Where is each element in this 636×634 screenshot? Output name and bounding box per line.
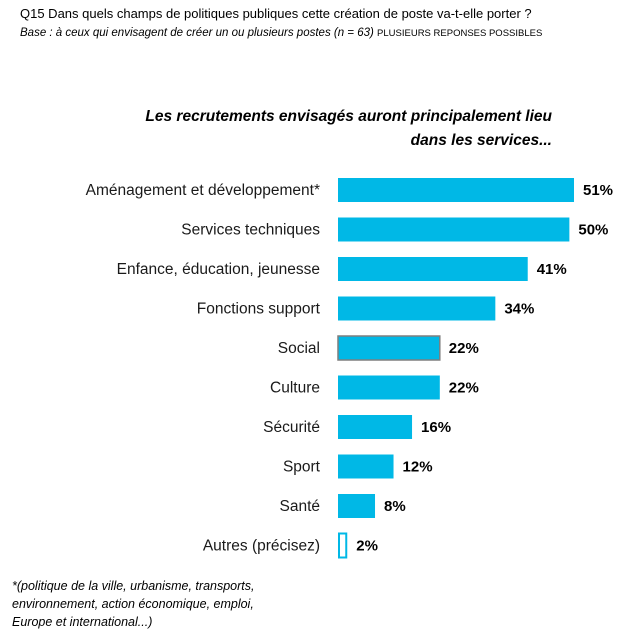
category-label-8: Santé bbox=[279, 498, 320, 515]
value-label-6: 16% bbox=[421, 419, 451, 436]
bar-7 bbox=[338, 454, 394, 479]
category-label-1: Services techniques bbox=[181, 222, 320, 239]
value-label-1: 50% bbox=[578, 222, 608, 239]
category-label-0: Aménagement et développement* bbox=[86, 182, 320, 199]
bar-8 bbox=[338, 494, 376, 518]
base-note: PLUSIEURS REPONSES POSSIBLES bbox=[377, 28, 543, 39]
value-label-2: 41% bbox=[537, 261, 567, 278]
category-label-9: Autres (précisez) bbox=[203, 538, 320, 555]
footnote-line-1: *(politique de la ville, urbanisme, tran… bbox=[12, 579, 255, 593]
value-label-3: 34% bbox=[504, 301, 534, 318]
category-label-6: Sécurité bbox=[263, 419, 320, 436]
bar-3 bbox=[338, 296, 496, 321]
value-label-7: 12% bbox=[403, 459, 433, 476]
footnote-line-2: environnement, action économique, emploi… bbox=[12, 597, 254, 611]
subtitle-line-1: Les recrutements envisagés auront princi… bbox=[145, 108, 552, 125]
bar-6 bbox=[338, 415, 413, 439]
bar-5 bbox=[338, 375, 440, 400]
chart-subtitle: Les recrutements envisagés auront princi… bbox=[100, 105, 552, 153]
category-label-3: Fonctions support bbox=[197, 301, 321, 318]
category-label-5: Culture bbox=[270, 380, 320, 397]
subtitle-line-2: dans les services... bbox=[410, 132, 552, 149]
value-label-0: 51% bbox=[583, 182, 613, 199]
bar-0 bbox=[338, 178, 574, 202]
category-label-2: Enfance, éducation, jeunesse bbox=[117, 261, 320, 278]
question-title: Q15 Dans quels champs de politiques publ… bbox=[20, 6, 532, 21]
bar-9 bbox=[338, 532, 348, 559]
question-base: Base : à ceux qui envisagent de créer un… bbox=[20, 27, 542, 39]
value-label-8: 8% bbox=[384, 498, 406, 515]
base-text: Base : à ceux qui envisagent de créer un… bbox=[20, 27, 374, 39]
bar-1 bbox=[338, 217, 570, 242]
value-label-5: 22% bbox=[449, 380, 479, 397]
footnote: *(politique de la ville, urbanisme, tran… bbox=[12, 577, 332, 631]
value-label-9: 2% bbox=[356, 538, 378, 555]
bar-2 bbox=[338, 257, 528, 281]
footnote-line-3: Europe et international...) bbox=[12, 615, 153, 629]
category-label-7: Sport bbox=[283, 459, 321, 476]
value-label-4: 22% bbox=[449, 340, 479, 357]
bar-4 bbox=[337, 335, 441, 361]
category-label-4: Social bbox=[278, 340, 320, 357]
